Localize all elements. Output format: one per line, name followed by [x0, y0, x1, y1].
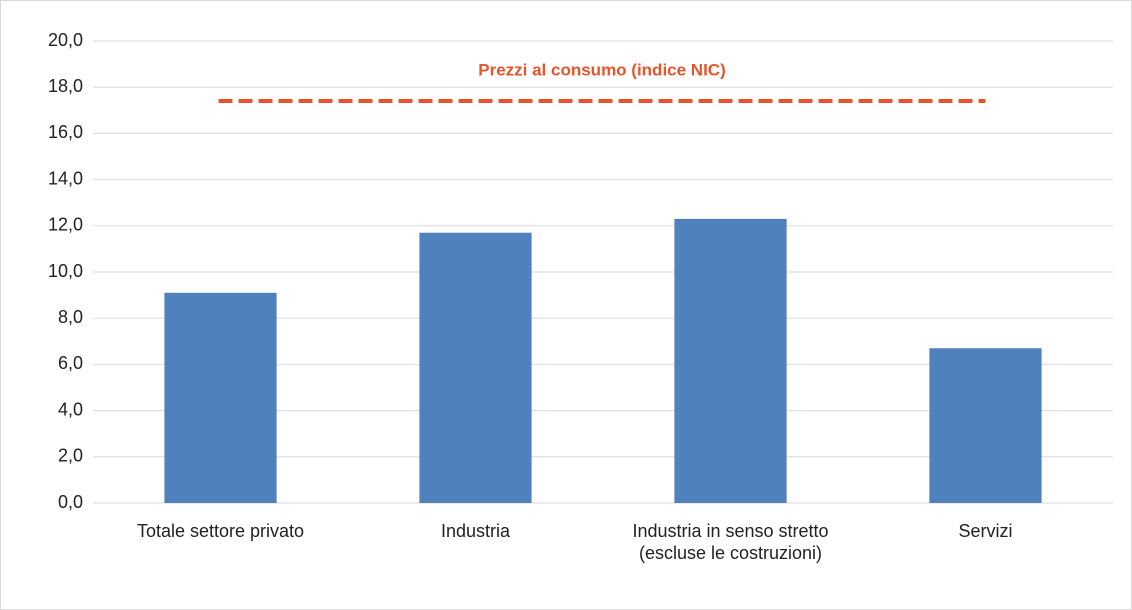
- y-tick-label: 16,0: [48, 122, 83, 142]
- y-tick-label: 2,0: [58, 446, 83, 466]
- x-tick-label: Totale settore privato: [136, 521, 305, 541]
- x-tick-label: Servizi: [958, 521, 1013, 541]
- bar: [419, 232, 532, 504]
- x-tick-label: Industria in senso stretto (escluse le c…: [632, 521, 829, 563]
- reference-label: Prezzi al consumo (indice NIC): [478, 61, 726, 80]
- y-tick-label: 14,0: [48, 168, 83, 188]
- bar: [929, 348, 1042, 503]
- y-tick-label: 4,0: [58, 399, 83, 419]
- y-tick-label: 8,0: [58, 307, 83, 327]
- y-tick-label: 0,0: [58, 492, 83, 512]
- y-tick-label: 6,0: [58, 353, 83, 373]
- x-tick-label: Industria: [440, 521, 511, 541]
- y-tick-label: 18,0: [48, 76, 83, 96]
- bar: [164, 292, 277, 503]
- bar: [674, 218, 787, 503]
- y-tick-label: 20,0: [48, 30, 83, 50]
- y-tick-label: 10,0: [48, 261, 83, 281]
- y-tick-label: 12,0: [48, 215, 83, 235]
